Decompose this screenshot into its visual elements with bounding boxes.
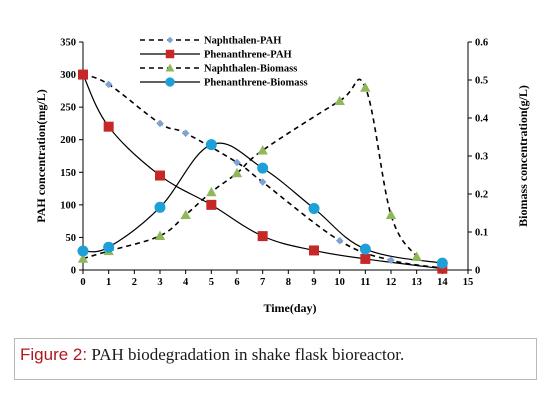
caption-box [14, 338, 537, 380]
series-line-naphthalen-pah [82, 73, 443, 269]
data-point-naphthalen-biomass [180, 209, 191, 220]
y-left-tick-label: 0 [71, 266, 76, 277]
y-right-tick-label: 0.1 [475, 228, 488, 239]
y-left-tick-label: 350 [60, 38, 76, 49]
data-point-phenanthrene-pah [309, 245, 319, 256]
data-point-phenanthrene-biomass [308, 202, 320, 214]
legend-label-naphthalen-pah: Naphthalen-PAH [204, 36, 281, 47]
data-point-naphthalen-biomass [334, 95, 345, 106]
y-right-tick-label: 0.5 [475, 76, 488, 87]
x-tick-label: 5 [209, 277, 214, 288]
data-point-naphthalen-pah [181, 129, 190, 137]
x-tick-label: 11 [360, 277, 370, 288]
data-point-naphthalen-pah [233, 158, 241, 167]
series-markers [77, 69, 448, 274]
y-right-tick-label: 0.2 [475, 190, 488, 201]
x-axis-title: Time(day) [263, 301, 316, 315]
x-tick-label: 2 [132, 277, 137, 288]
y-left-tick-label: 250 [60, 103, 76, 114]
data-point-naphthalen-biomass [154, 230, 166, 240]
y-axis-left-title: PAH concentration(mg/L) [34, 89, 48, 222]
legend-label-naphthalen-biomass: Naphthalen-Biomass [204, 64, 297, 75]
caption-text: PAH biodegradation in shake flask biorea… [87, 345, 405, 364]
data-point-phenanthrene-pah [103, 121, 114, 132]
legend-marker-phenanthrene-pah [165, 49, 175, 59]
data-point-phenanthrene-biomass [77, 245, 89, 257]
data-point-phenanthrene-biomass [154, 201, 166, 213]
x-tick-label: 7 [260, 277, 265, 288]
y-left-tick-label: 150 [60, 168, 76, 179]
data-point-naphthalen-biomass [231, 167, 243, 178]
data-point-phenanthrene-pah [155, 170, 165, 181]
series-line-phenanthrene-biomass [82, 142, 443, 264]
data-point-naphthalen-biomass [257, 145, 268, 155]
data-point-phenanthrene-pah [360, 253, 371, 264]
caption-lead: Figure 2: [20, 345, 88, 364]
series-line-naphthalen-biomass [82, 78, 418, 260]
x-tick-label: 8 [286, 277, 291, 288]
data-point-phenanthrene-biomass [257, 162, 269, 174]
y-left-tick-label: 50 [66, 233, 77, 244]
data-point-phenanthrene-biomass [436, 257, 448, 269]
data-point-phenanthrene-biomass [205, 139, 217, 151]
data-point-naphthalen-pah [258, 178, 267, 186]
x-tick-label: 0 [80, 277, 85, 288]
data-point-naphthalen-pah [156, 119, 164, 128]
legend-label-phenanthrene-biomass: Phenanthrene-Biomass [204, 78, 308, 89]
data-point-phenanthrene-pah [206, 199, 217, 210]
x-tick-label: 15 [463, 277, 474, 288]
x-tick-label: 12 [386, 277, 397, 288]
x-tick-label: 13 [411, 277, 422, 288]
x-tick-label: 1 [106, 277, 111, 288]
data-point-naphthalen-biomass [385, 209, 397, 220]
data-point-naphthalen-biomass [411, 251, 422, 261]
legend-marker-naphthalen-pah [166, 36, 174, 44]
data-point-naphthalen-biomass [360, 82, 371, 92]
data-point-phenanthrene-pah [257, 231, 268, 242]
chart: 0 1 2 3 4 5 6 7 8 9 10 11 12 13 14 15050100150200250300… [34, 36, 530, 316]
data-point-naphthalen-pah [387, 256, 395, 265]
figure-caption: Figure 2: PAH biodegradation in shake fl… [20, 345, 404, 365]
data-point-phenanthrene-pah [78, 69, 88, 80]
data-point-naphthalen-pah [104, 80, 113, 89]
legend-marker-naphthalen-biomass [165, 63, 175, 72]
x-tick-label: 3 [157, 277, 162, 288]
x-tick-label: 14 [437, 277, 448, 288]
legend-label-phenanthrene-pah: Phenanthrene-PAH [204, 50, 292, 61]
axes: 0 1 2 3 4 5 6 7 8 9 10 11 12 13 14 15050100150200250300… [60, 38, 489, 289]
y-right-tick-label: 0.3 [475, 152, 488, 163]
data-point-naphthalen-biomass [77, 253, 89, 263]
y-right-tick-label: 0.4 [475, 114, 489, 125]
y-axis-right-title: Biomass concentration(g/L) [516, 85, 530, 227]
data-point-phenanthrene-pah [437, 263, 448, 274]
data-point-naphthalen-pah [335, 236, 344, 245]
x-tick-label: 4 [183, 277, 189, 288]
y-left-tick-label: 200 [60, 135, 76, 146]
data-point-naphthalen-biomass [206, 186, 217, 197]
y-left-tick-label: 100 [60, 200, 76, 211]
y-left-tick-label: 300 [60, 70, 76, 81]
legend-marker-phenanthrene-biomass [165, 77, 175, 87]
legend: Naphthalen-PAH Phenanthrene-PAH Naphthalen… [140, 36, 308, 89]
y-right-tick-label: 0.6 [475, 38, 488, 49]
x-tick-label: 6 [234, 277, 239, 288]
data-point-phenanthrene-biomass [103, 241, 115, 253]
data-point-phenanthrene-biomass [359, 243, 371, 255]
x-tick-label: 9 [311, 277, 316, 288]
y-right-tick-label: 0 [475, 266, 480, 277]
x-tick-label: 10 [334, 277, 345, 288]
